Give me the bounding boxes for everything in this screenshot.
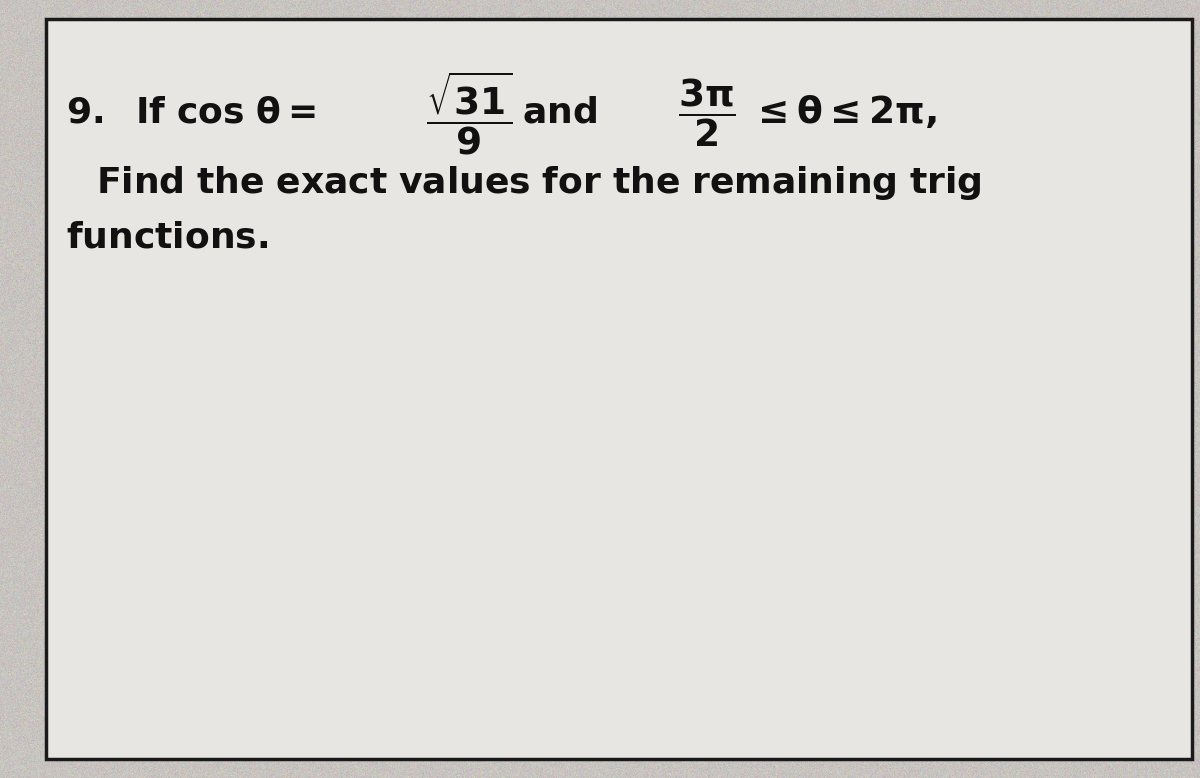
Text: $\mathbf{\dfrac{\sqrt{31}}{9}}$: $\mathbf{\dfrac{\sqrt{31}}{9}}$ [426,68,512,157]
Text: $\mathbf{Find\ the\ exact\ values\ for\ the\ remaining\ trig}$: $\mathbf{Find\ the\ exact\ values\ for\ … [96,164,982,202]
Text: $\mathbf{functions.}$: $\mathbf{functions.}$ [66,220,269,254]
FancyBboxPatch shape [46,19,1192,759]
Text: $\mathbf{and}$: $\mathbf{and}$ [522,96,596,130]
Text: $\mathbf{9.\ \ If\ cos\ \theta =}$: $\mathbf{9.\ \ If\ cos\ \theta =}$ [66,96,316,130]
Text: $\mathbf{\dfrac{3\pi}{2}\ \leq \theta \leq 2\pi,}$: $\mathbf{\dfrac{3\pi}{2}\ \leq \theta \l… [678,76,937,149]
